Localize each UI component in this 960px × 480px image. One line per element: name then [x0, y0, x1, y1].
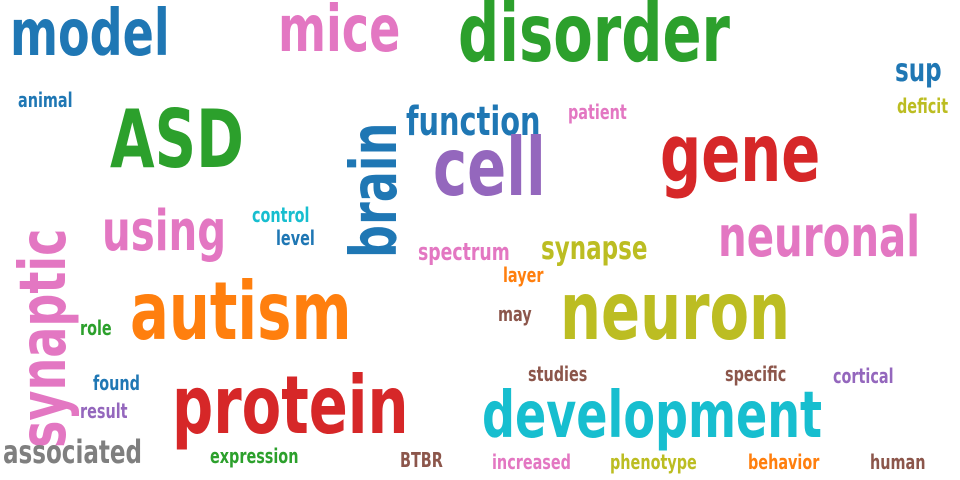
word-model: model — [10, 0, 170, 71]
word-neuronal: neuronal — [718, 205, 921, 270]
word-human: human — [870, 450, 926, 474]
word-brain: brain — [338, 122, 412, 258]
word-mice: mice — [278, 0, 401, 67]
word-spectrum: spectrum — [418, 238, 510, 266]
word-patient: patient — [568, 100, 627, 124]
word-neuron: neuron — [560, 265, 791, 358]
word-deficit: deficit — [897, 94, 949, 118]
word-animal: animal — [18, 88, 73, 112]
word-phenotype: phenotype — [610, 450, 697, 474]
word-specific: specific — [725, 362, 787, 386]
word-studies: studies — [528, 362, 588, 386]
word-cortical: cortical — [833, 364, 894, 388]
word-development: development — [482, 379, 823, 453]
word-synapse: synapse — [541, 229, 648, 267]
word-control: control — [252, 203, 310, 227]
word-using: using — [102, 199, 227, 264]
word-synaptic: synaptic — [7, 228, 81, 448]
word-disorder: disorder — [458, 0, 730, 80]
word-associated: associated — [3, 433, 143, 471]
word-asd: ASD — [110, 93, 244, 186]
word-may: may — [498, 302, 532, 326]
word-gene: gene — [660, 107, 821, 200]
word-expression: expression — [210, 444, 299, 468]
word-found: found — [93, 371, 140, 395]
word-level: level — [276, 226, 315, 250]
word-autism: autism — [130, 265, 352, 358]
word-role: role — [80, 316, 112, 340]
word-cell: cell — [433, 121, 546, 214]
word-increased: increased — [492, 450, 571, 474]
word-btbr: BTBR — [400, 448, 443, 472]
word-sup: sup — [895, 51, 942, 89]
word-protein: protein — [172, 359, 409, 452]
word-result: result — [80, 399, 128, 423]
word-behavior: behavior — [748, 450, 820, 474]
word-layer: layer — [503, 263, 544, 287]
word-function: function — [406, 99, 541, 145]
